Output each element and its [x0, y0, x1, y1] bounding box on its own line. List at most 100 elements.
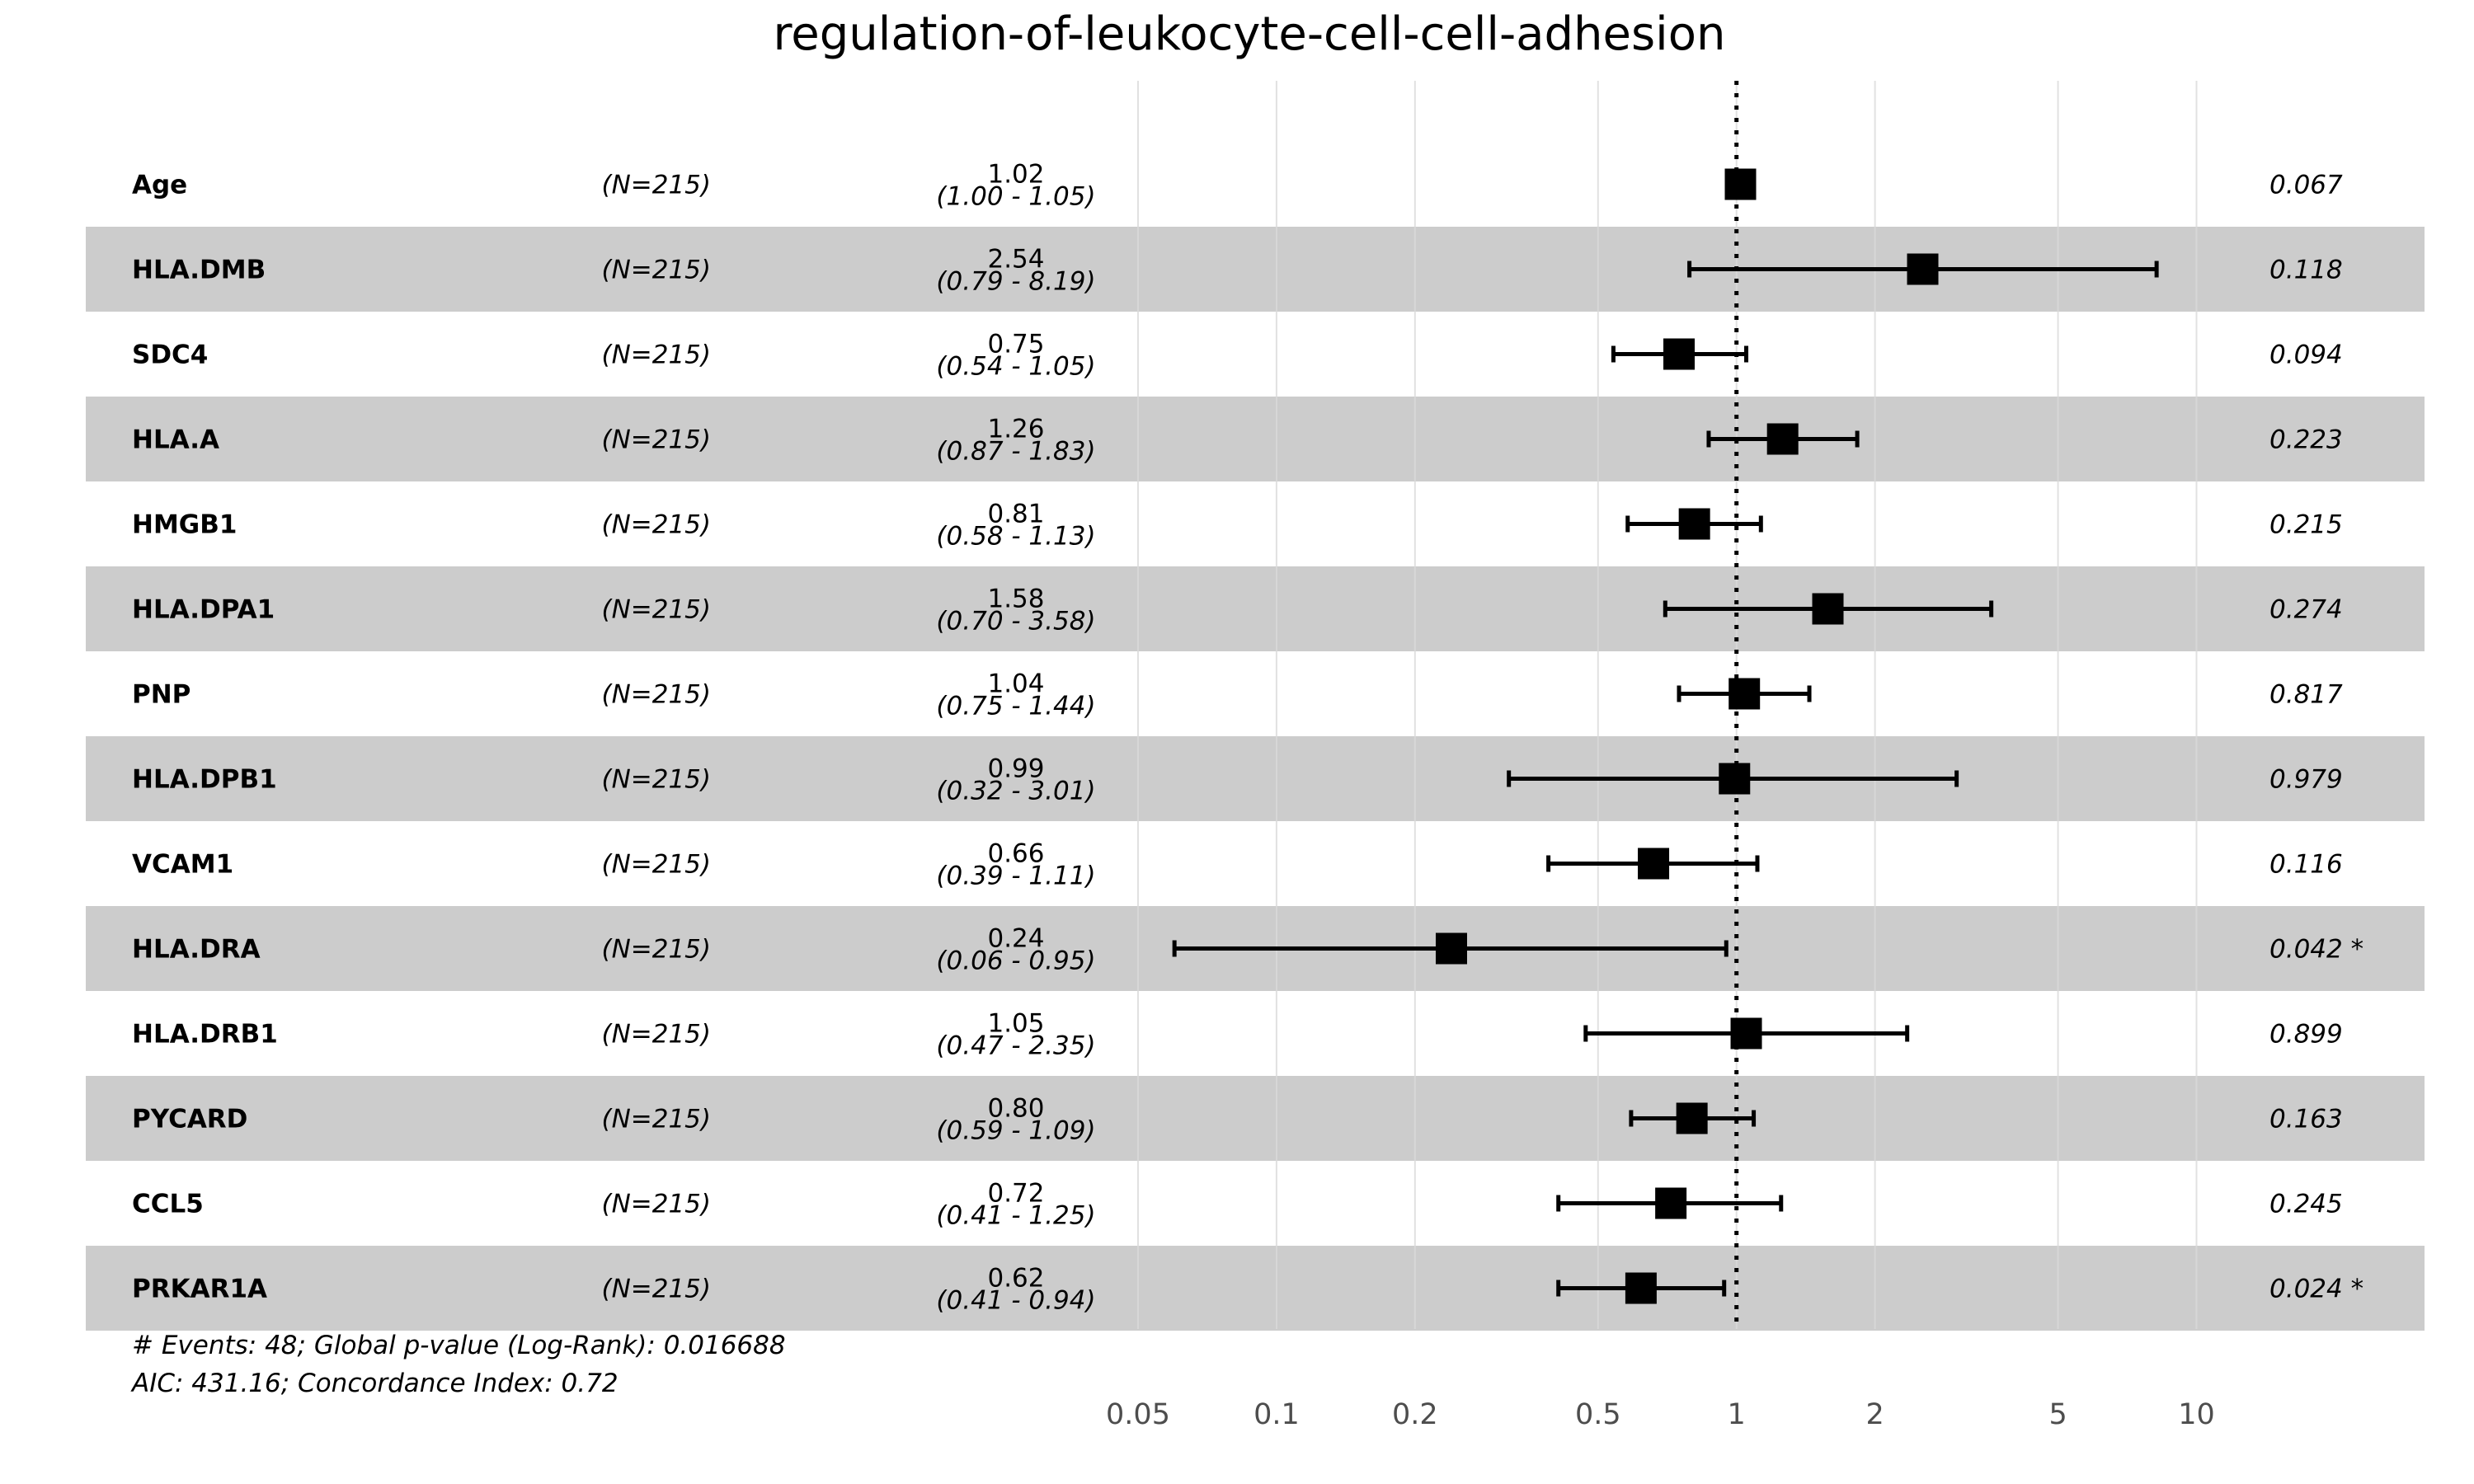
row-hr: 0.99 [987, 754, 1044, 784]
x-tick-label: 5 [2048, 1398, 2067, 1431]
row-p-value: 0.979 [2269, 765, 2343, 795]
row-hr: 0.80 [987, 1094, 1044, 1124]
row-n: (N=215) [601, 1105, 711, 1134]
row-p-value: 0.067 [2269, 171, 2343, 200]
row-variable: PNP [132, 680, 190, 710]
table-rows: Age (N=215) 1.02(1.00 - 1.05) 0.067 HLA.DMB (… [132, 160, 2363, 1316]
row-n: (N=215) [601, 765, 711, 795]
row-n: (N=215) [601, 256, 711, 285]
row-variable: HLA.DRB1 [132, 1020, 278, 1050]
row-hr: 1.58 [987, 585, 1044, 614]
row-variable: HMGB1 [132, 510, 237, 540]
row-n: (N=215) [601, 171, 711, 200]
row-ci: (1.00 - 1.05) [936, 182, 1095, 212]
row-n: (N=215) [601, 1020, 711, 1050]
x-tick-label: 10 [2178, 1398, 2215, 1431]
chart-title: regulation-of-leukocyte-cell-cell-adhesi… [774, 7, 1726, 61]
hr-marker [1435, 932, 1467, 965]
hr-marker [1719, 763, 1751, 795]
footer-events: # Events: 48; Global p-value (Log-Rank):… [132, 1331, 786, 1360]
row-ci: (0.58 - 1.13) [936, 522, 1095, 552]
x-tick-label: 0.5 [1575, 1398, 1621, 1431]
row-n: (N=215) [601, 850, 711, 880]
row-hr: 1.04 [987, 669, 1044, 699]
row-band [86, 1246, 2425, 1331]
row-bands [86, 227, 2425, 1331]
row-n: (N=215) [601, 510, 711, 540]
hr-marker [1907, 253, 1939, 285]
row-hr: 0.75 [987, 330, 1044, 359]
row-hr: 0.24 [987, 924, 1044, 954]
row-hr: 0.81 [987, 500, 1044, 529]
row-band [86, 1076, 2425, 1161]
row-band [86, 736, 2425, 821]
row-band [86, 566, 2425, 651]
x-tick-label: 0.2 [1392, 1398, 1438, 1431]
x-tick-label: 0.1 [1253, 1398, 1300, 1431]
row-hr: 1.05 [987, 1009, 1044, 1039]
hr-marker [1676, 1102, 1708, 1134]
row-ci: (0.41 - 1.25) [936, 1201, 1095, 1231]
row-p-value: 0.223 [2269, 425, 2343, 455]
row-variable: HLA.DPA1 [132, 595, 275, 625]
row-ci: (0.32 - 3.01) [936, 777, 1095, 806]
row-ci: (0.70 - 3.58) [936, 607, 1095, 636]
row-p-value: 0.215 [2269, 510, 2343, 540]
row-n: (N=215) [601, 680, 711, 710]
estimate-marks [1172, 168, 2159, 1304]
row-hr: 0.72 [987, 1179, 1044, 1209]
row-p-value: 0.817 [2269, 680, 2343, 710]
x-tick-label: 2 [1865, 1398, 1884, 1431]
row-n: (N=215) [601, 1190, 711, 1219]
row-ci: (0.59 - 1.09) [936, 1116, 1095, 1146]
row-variable: PRKAR1A [132, 1275, 267, 1304]
row-ci: (0.47 - 2.35) [936, 1031, 1095, 1061]
row-ci: (0.87 - 1.83) [936, 437, 1095, 467]
row-p-value: 0.116 [2269, 850, 2343, 880]
row-ci: (0.75 - 1.44) [936, 692, 1095, 721]
row-ci: (0.79 - 8.19) [936, 267, 1095, 297]
row-ci: (0.39 - 1.11) [936, 862, 1095, 891]
row-p-value: 0.024 * [2269, 1275, 2363, 1304]
row-p-value: 0.118 [2269, 256, 2343, 285]
footer-aic: AIC: 431.16; Concordance Index: 0.72 [130, 1369, 618, 1398]
row-n: (N=215) [601, 1275, 711, 1304]
row-hr: 1.26 [987, 415, 1044, 444]
x-tick-label: 1 [1728, 1398, 1746, 1431]
hr-marker [1730, 1017, 1762, 1050]
row-n: (N=215) [601, 935, 711, 965]
hr-marker [1663, 338, 1696, 370]
hr-marker [1729, 678, 1761, 710]
hr-marker [1638, 848, 1670, 880]
row-band [86, 397, 2425, 481]
row-variable: HLA.A [132, 425, 219, 455]
row-ci: (0.06 - 0.95) [936, 946, 1095, 976]
row-variable: SDC4 [132, 340, 208, 370]
row-hr: 1.02 [987, 160, 1044, 190]
hr-marker [1766, 423, 1799, 455]
row-p-value: 0.899 [2269, 1020, 2343, 1050]
row-hr: 0.66 [987, 839, 1044, 869]
hr-marker [1678, 508, 1710, 540]
hr-marker [1724, 168, 1757, 200]
hr-marker [1655, 1187, 1687, 1219]
row-p-value: 0.163 [2269, 1105, 2343, 1134]
hr-marker [1625, 1272, 1657, 1304]
row-ci: (0.41 - 0.94) [936, 1286, 1095, 1316]
row-variable: HLA.DRA [132, 935, 261, 965]
x-tick-label: 0.05 [1106, 1398, 1170, 1431]
row-variable: PYCARD [132, 1105, 247, 1134]
row-variable: VCAM1 [132, 850, 233, 880]
row-n: (N=215) [601, 595, 711, 625]
row-variable: HLA.DPB1 [132, 765, 277, 795]
row-hr: 0.62 [987, 1264, 1044, 1294]
hr-marker [1812, 593, 1844, 625]
x-axis-ticks: 0.05 0.1 0.2 0.5 1 2 5 10 [1106, 1398, 2215, 1431]
row-ci: (0.54 - 1.05) [936, 352, 1095, 382]
row-p-value: 0.042 * [2269, 935, 2363, 965]
row-p-value: 0.094 [2269, 340, 2343, 370]
row-variable: CCL5 [132, 1190, 204, 1219]
row-n: (N=215) [601, 340, 711, 370]
row-variable: Age [132, 171, 187, 200]
